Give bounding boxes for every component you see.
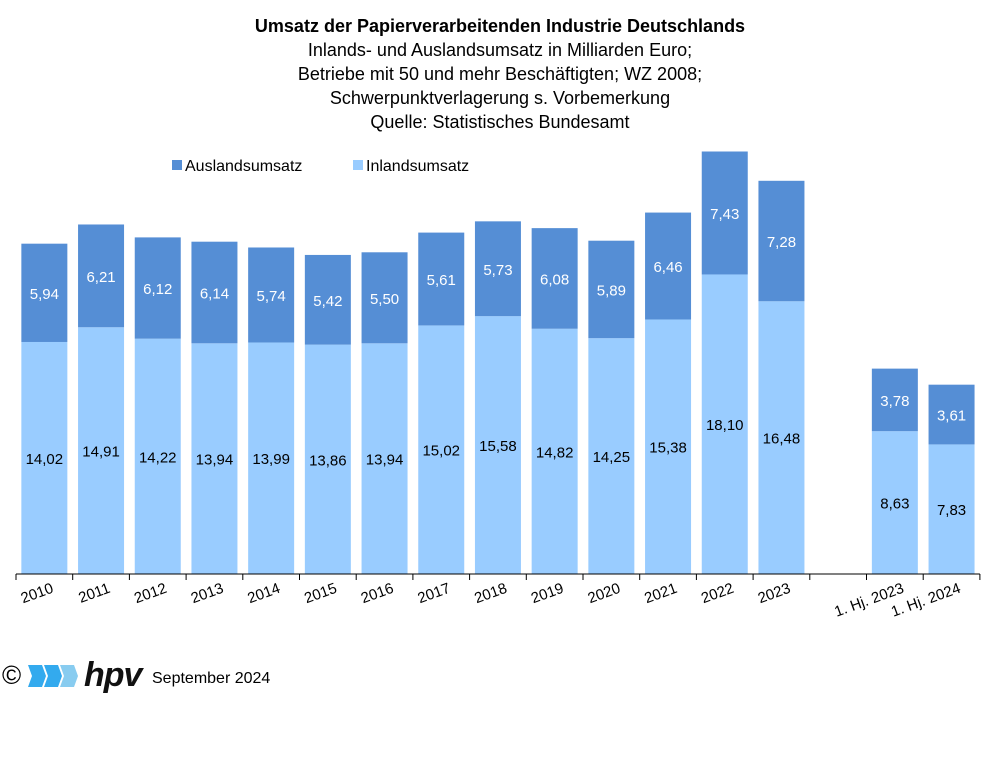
brand-name: hpv [84,656,142,694]
legend-label-ausland: Auslandsumsatz [185,158,302,175]
label-inland-5: 13,86 [309,452,347,469]
bar-inland-10 [588,338,635,574]
chart-titles: Umsatz der Papierverarbeitenden Industri… [0,14,982,134]
x-tick-label-5: 2015 [302,580,339,607]
label-inland-12: 18,10 [706,417,744,434]
chart-subtitle-3: Schwerpunktverlagerung s. Vorbemerkung [329,88,671,108]
stacked-bar-chart: 14,02 5,94 2010 14,91 6,21 2011 14,22 6,12 2012 1… [15,151,981,621]
label-inland-11: 15,38 [649,440,687,457]
label-inland-2: 14,22 [139,449,177,466]
label-inland-0: 14,02 [26,451,64,468]
label-ausland-10: 5,89 [597,282,626,299]
x-tick-label-13: 2023 [756,580,793,607]
label-inland-10: 14,25 [593,449,631,466]
label-inland-15: 8,63 [880,496,909,513]
x-tick-label-6: 2016 [359,580,396,607]
x-tick-label-11: 2021 [642,580,679,607]
x-tick-label-3: 2013 [189,580,226,607]
label-ausland-6: 5,50 [370,291,399,308]
x-tick-label-7: 2017 [415,580,452,607]
x-tick-label-12: 2022 [699,580,736,607]
legend-label-inland: Inlandsumsatz [366,158,469,175]
bar-inland-8 [474,316,521,574]
chart-subtitle-1: Inlands- und Auslandsumsatz in Milliarde… [307,40,693,60]
bar-inland-15 [871,431,918,574]
footer-date: September 2024 [152,670,271,687]
bar-inland-13 [758,301,805,574]
bar-ausland-6 [361,252,408,344]
x-tick-label-8: 2018 [472,580,509,607]
label-ausland-3: 6,14 [200,286,229,303]
bar-ausland-0 [21,243,68,342]
bar-inland-2 [134,338,181,574]
bar-ausland-8 [474,221,521,317]
label-ausland-8: 5,73 [483,262,512,279]
label-ausland-5: 5,42 [313,293,342,310]
hpv-logo-icon [28,665,78,687]
label-ausland-11: 6,46 [653,259,682,276]
x-tick-label-10: 2020 [586,580,623,607]
label-inland-9: 14,82 [536,444,574,461]
x-tick-label-9: 2019 [529,580,566,607]
label-inland-16: 7,83 [937,502,966,519]
chart-title: Umsatz der Papierverarbeitenden Industri… [254,16,746,36]
label-ausland-13: 7,28 [767,234,796,251]
label-ausland-4: 5,74 [257,288,286,305]
label-inland-6: 13,94 [366,452,404,469]
bar-ausland-16 [928,384,975,445]
label-ausland-12: 7,43 [710,206,739,223]
bar-inland-5 [304,344,351,574]
bar-ausland-1 [78,224,125,328]
bar-ausland-10 [588,240,635,339]
label-inland-13: 16,48 [763,431,801,448]
label-inland-1: 14,91 [82,444,120,461]
bar-inland-6 [361,343,408,574]
bar-inland-4 [248,342,295,574]
label-ausland-7: 5,61 [427,272,456,289]
bar-inland-16 [928,444,975,574]
x-tick-label-0: 2010 [19,580,56,607]
x-tick-label-2: 2012 [132,580,169,607]
label-ausland-2: 6,12 [143,281,172,298]
x-tick-label-1: 2011 [76,580,112,607]
bar-ausland-7 [418,232,465,326]
bar-ausland-5 [304,254,351,345]
label-inland-4: 13,99 [252,451,290,468]
label-inland-7: 15,02 [422,443,460,460]
label-inland-8: 15,58 [479,438,517,455]
chart-subtitle-4: Quelle: Statistisches Bundesamt [370,112,630,132]
chart-subtitle-2: Betriebe mit 50 und mehr Beschäftigten; … [297,64,703,84]
bar-ausland-4 [248,247,295,343]
bar-inland-11 [645,319,692,574]
bar-ausland-11 [645,212,692,320]
label-ausland-1: 6,21 [86,269,115,286]
label-ausland-0: 5,94 [30,286,59,303]
label-ausland-9: 6,08 [540,271,569,288]
bar-ausland-3 [191,241,238,344]
legend: Auslandsumsatz Inlandsumsatz [172,158,469,175]
bar-inland-12 [701,274,748,574]
bar-ausland-2 [134,237,181,339]
footer: © hpv September 2024 [0,656,400,700]
bar-inland-7 [418,325,465,574]
bar-inland-3 [191,343,238,574]
label-ausland-16: 3,61 [937,408,966,425]
bar-ausland-12 [701,151,748,275]
bar-ausland-15 [871,368,918,432]
bar-ausland-13 [758,180,805,302]
copyright-symbol: © [2,660,22,690]
bar-inland-9 [531,328,578,574]
legend-swatch-inland [353,160,363,170]
x-tick-label-4: 2014 [245,580,282,607]
label-ausland-15: 3,78 [880,393,909,410]
bar-inland-1 [78,327,125,574]
label-inland-3: 13,94 [196,452,234,469]
bar-ausland-9 [531,228,578,329]
legend-swatch-ausland [172,160,182,170]
bar-inland-0 [21,341,68,574]
